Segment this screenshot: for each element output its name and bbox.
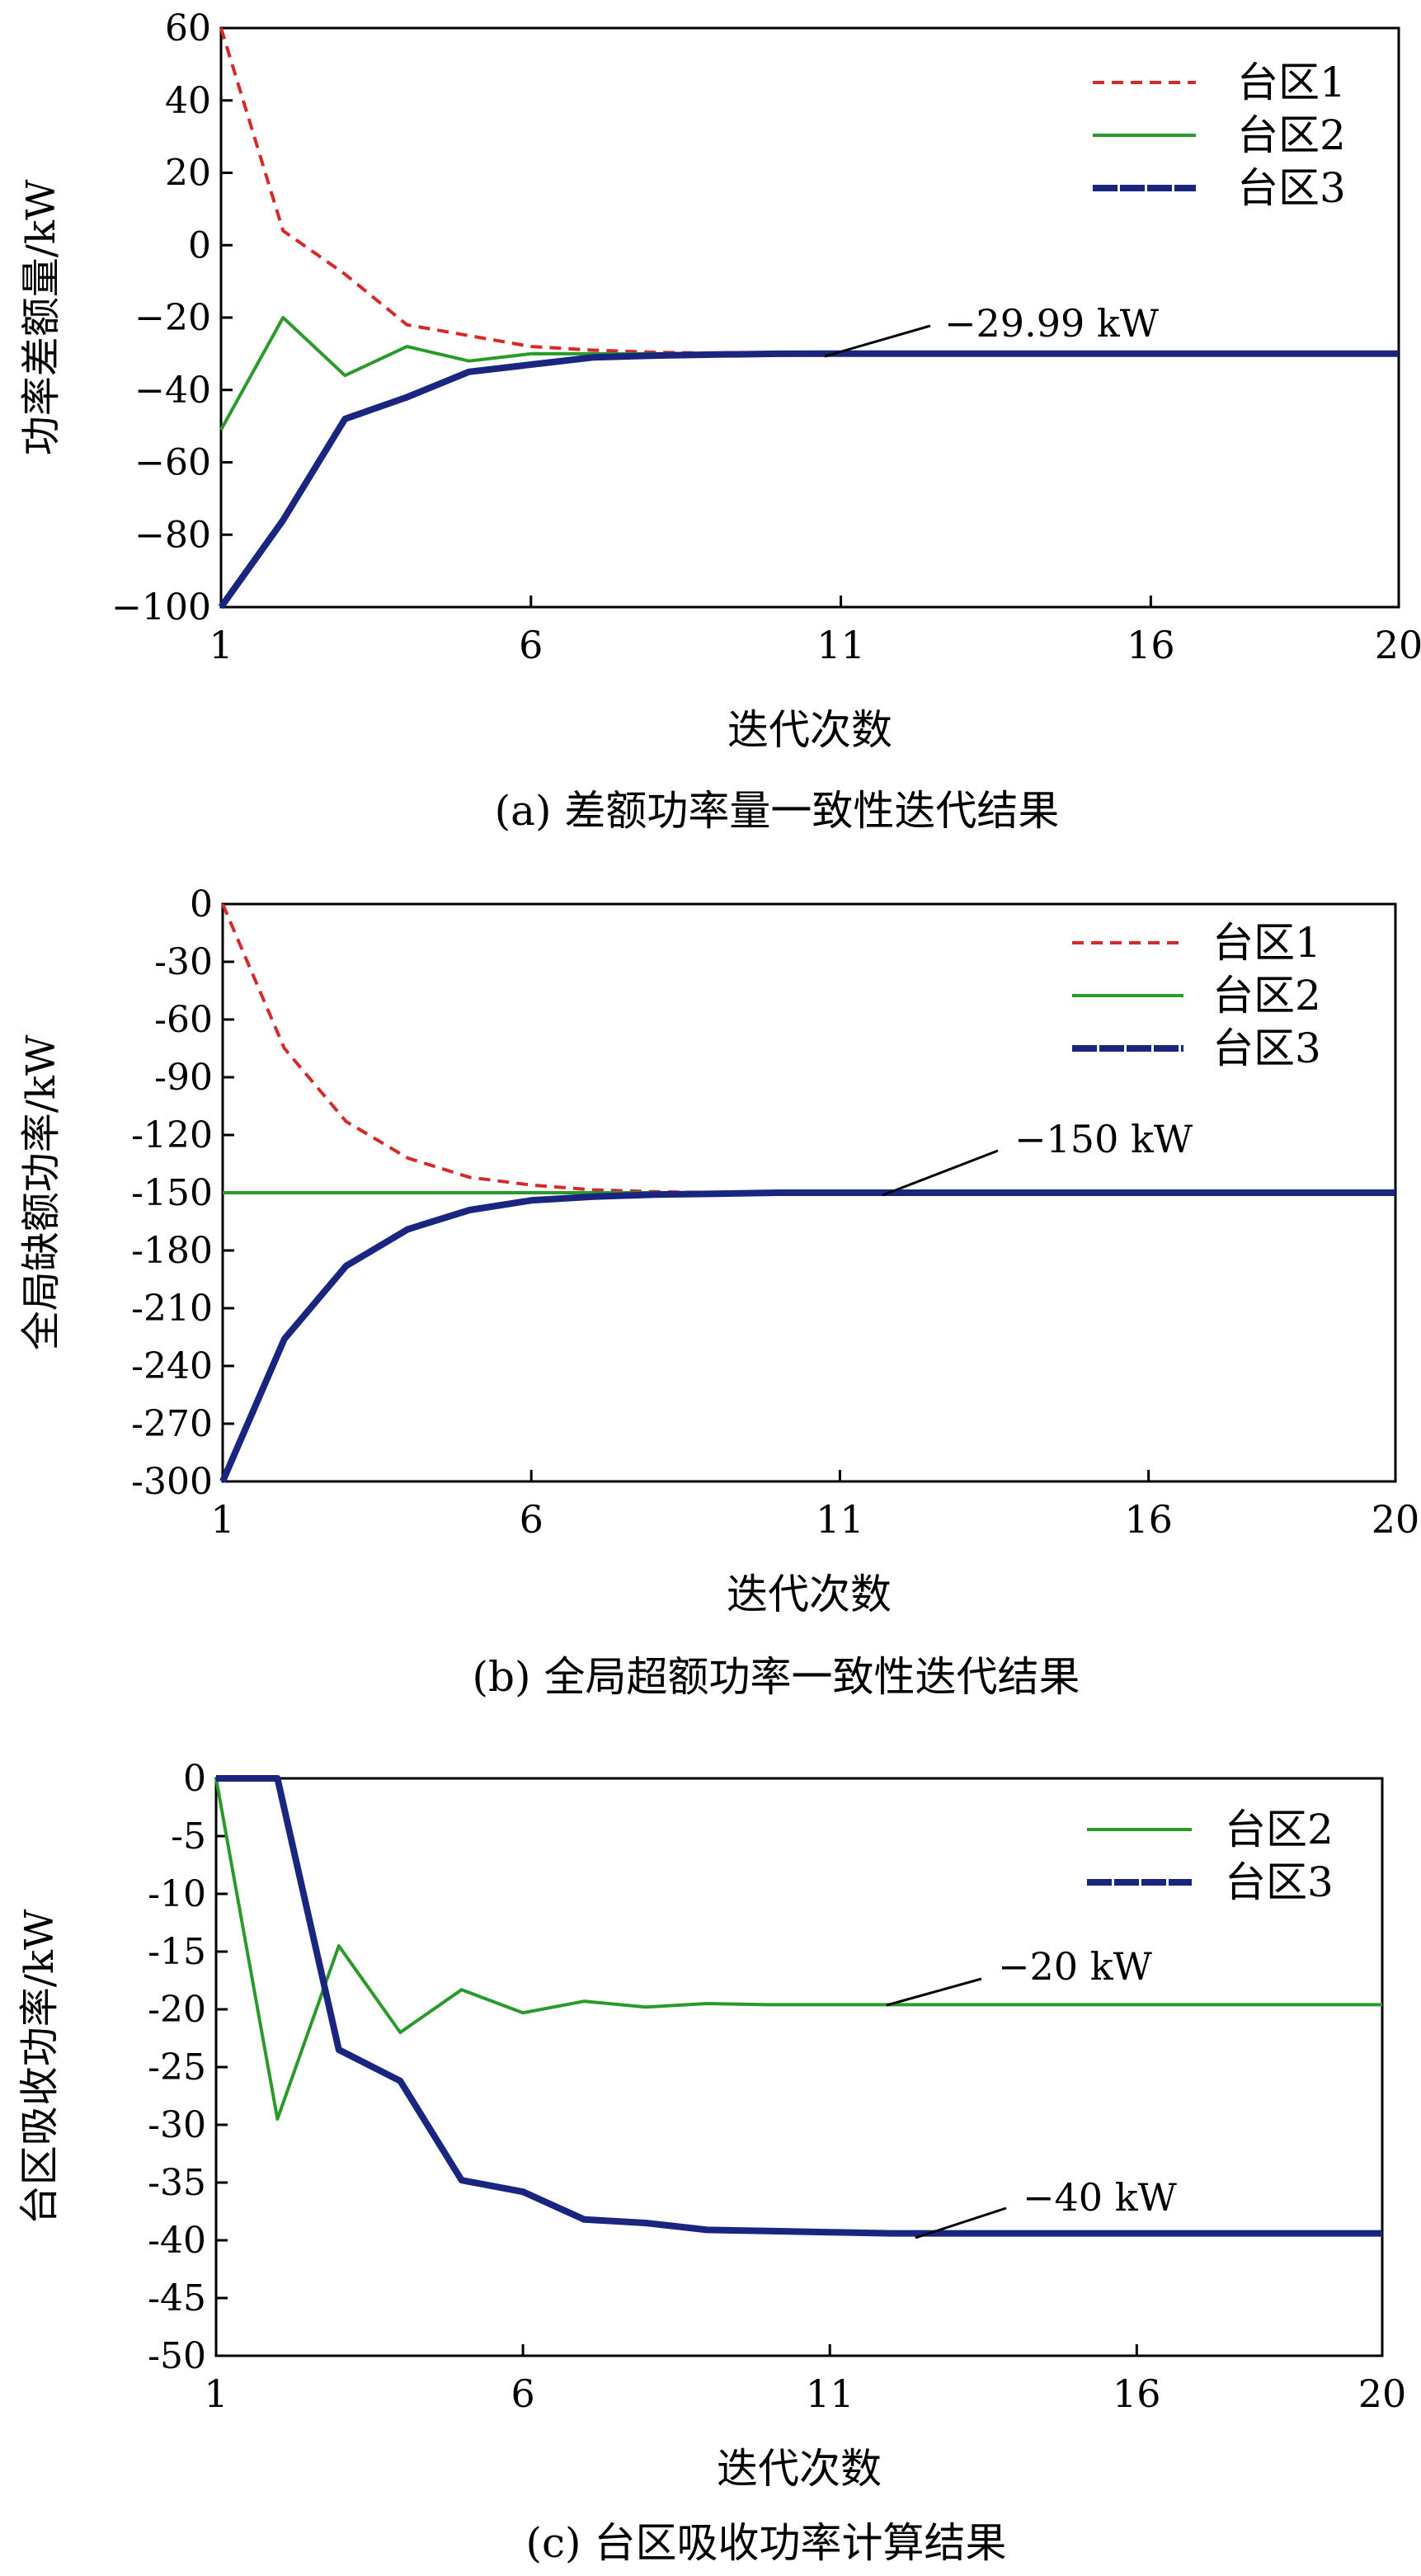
legend-label: 台区3 xyxy=(1237,164,1346,212)
y-tick-label: −40 xyxy=(134,370,211,412)
y-tick-label: 40 xyxy=(165,80,211,122)
x-tick-label: 1 xyxy=(210,1497,234,1542)
y-tick-label: −60 xyxy=(134,442,211,484)
y-tick-label: -300 xyxy=(131,1461,213,1503)
x-axis-label: 迭代次数 xyxy=(717,2445,882,2493)
y-tick-label: -30 xyxy=(148,2104,206,2146)
y-axis-label: 全局缺额功率/kW xyxy=(18,1034,64,1350)
legend-label: 台区3 xyxy=(1212,1024,1321,1072)
panel-caption: (b) 全局超额功率一致性迭代结果 xyxy=(473,1653,1080,1701)
y-axis-label: 功率差额量/kW xyxy=(18,179,64,455)
y-tick-label: -35 xyxy=(148,2162,206,2204)
y-tick-label: -45 xyxy=(148,2277,206,2319)
annotation-leader xyxy=(882,1149,999,1197)
y-tick-label: -120 xyxy=(131,1114,213,1156)
legend-label: 台区3 xyxy=(1225,1858,1334,1906)
legend-label: 台区1 xyxy=(1237,59,1346,106)
legend-label: 台区1 xyxy=(1212,919,1321,967)
x-tick-label: 20 xyxy=(1358,2371,1407,2416)
y-tick-label: -180 xyxy=(131,1230,213,1272)
annotation-leader xyxy=(886,1977,982,2007)
y-tick-label: -90 xyxy=(154,1057,213,1099)
y-tick-label: -50 xyxy=(148,2335,206,2377)
x-tick-label: 1 xyxy=(209,623,233,667)
series-line-台区1 xyxy=(219,27,1399,356)
series-line-台区2 xyxy=(214,1778,1382,2121)
series-line-台区3 xyxy=(216,1775,1382,2237)
y-tick-label: 60 xyxy=(165,7,211,49)
y-tick-label: -60 xyxy=(154,999,213,1041)
x-tick-label: 11 xyxy=(816,623,865,667)
series-line-台区2 xyxy=(219,316,1399,431)
x-tick-label: 16 xyxy=(1124,1497,1173,1542)
annotation-label: −29.99 kW xyxy=(944,301,1160,346)
x-axis-label: 迭代次数 xyxy=(727,1571,892,1618)
y-tick-label: -240 xyxy=(131,1345,213,1387)
y-axis-label: 台区吸收功率/kW xyxy=(16,1909,63,2225)
plot-frame xyxy=(219,26,1400,609)
y-tick-label: 20 xyxy=(165,153,211,195)
y-tick-label: -30 xyxy=(154,941,213,983)
panel-caption: (a) 差额功率量一致性迭代结果 xyxy=(495,787,1060,835)
x-tick-label: 16 xyxy=(1127,623,1175,667)
plot-frame xyxy=(214,1777,1384,2357)
y-tick-label: 0 xyxy=(183,1758,206,1800)
y-tick-label: -25 xyxy=(148,2046,206,2089)
x-tick-label: 11 xyxy=(806,2371,854,2416)
annotation-label: −40 kW xyxy=(1023,2175,1178,2220)
y-tick-label: -270 xyxy=(131,1403,213,1445)
x-tick-label: 6 xyxy=(511,2371,534,2416)
y-tick-label: -20 xyxy=(148,1989,206,2031)
annotation-leader xyxy=(824,324,931,358)
legend-label: 台区2 xyxy=(1237,111,1346,159)
y-tick-label: -10 xyxy=(148,1873,206,1915)
x-tick-label: 20 xyxy=(1375,623,1421,667)
legend-label: 台区2 xyxy=(1212,972,1321,1020)
panel-caption: (c) 台区吸收功率计算结果 xyxy=(526,2519,1007,2567)
y-tick-label: −20 xyxy=(134,297,211,339)
annotation-label: −20 kW xyxy=(998,1944,1153,1989)
legend: 台区1 台区2 台区3 xyxy=(1093,59,1346,212)
series-line-台区3 xyxy=(218,350,1399,610)
x-tick-label: 1 xyxy=(204,2371,228,2416)
x-tick-label: 6 xyxy=(519,623,543,667)
y-tick-label: 0 xyxy=(190,883,213,925)
y-tick-label: -15 xyxy=(148,1931,206,1973)
y-tick-label: 0 xyxy=(188,224,211,266)
y-tick-label: -150 xyxy=(131,1172,213,1214)
legend-label: 台区2 xyxy=(1225,1806,1334,1853)
annotation-label: −150 kW xyxy=(1014,1117,1193,1161)
y-tick-label: -5 xyxy=(171,1815,206,1858)
y-tick-label: -210 xyxy=(131,1288,213,1330)
y-tick-label: −80 xyxy=(134,514,211,556)
y-tick-label: -40 xyxy=(148,2220,206,2262)
y-tick-label: −100 xyxy=(111,586,211,629)
x-axis-label: 迭代次数 xyxy=(727,706,892,754)
chart-panel-c: -50-45-40-35-30-25-20-15-10-501 6 11 16 20台区… xyxy=(16,1758,1406,2567)
x-tick-label: 16 xyxy=(1113,2371,1161,2416)
x-tick-label: 6 xyxy=(520,1497,543,1542)
series-line-台区3 xyxy=(219,1189,1395,1483)
annotation-leader xyxy=(915,2206,1007,2239)
x-tick-label: 20 xyxy=(1372,1497,1420,1542)
x-tick-label: 11 xyxy=(816,1497,864,1542)
